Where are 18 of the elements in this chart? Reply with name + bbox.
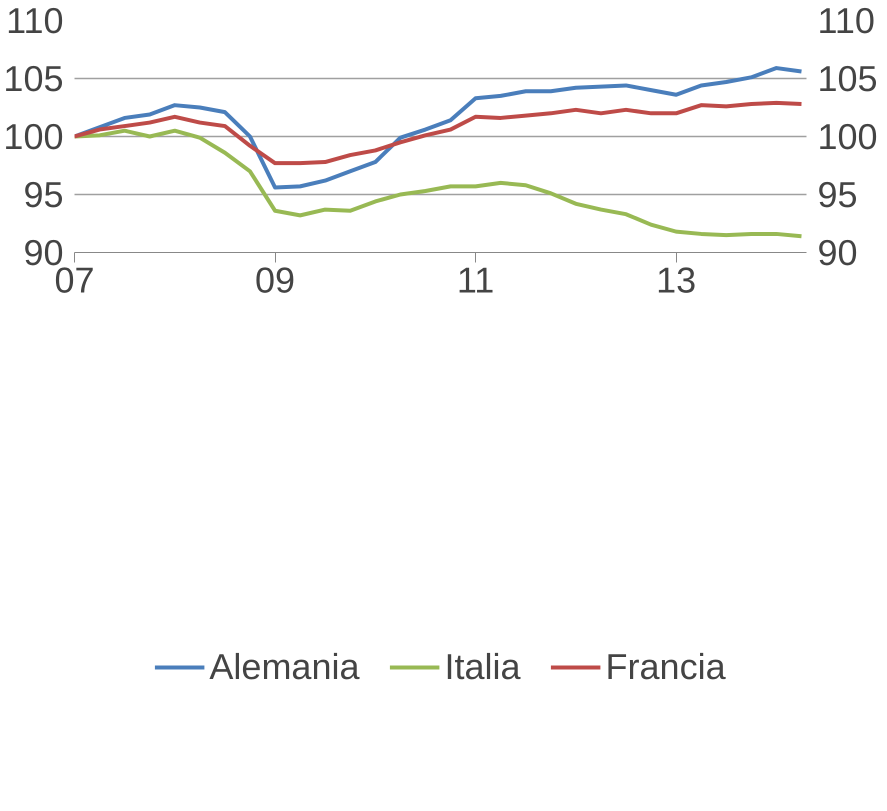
x-tick-label: 11	[456, 260, 494, 300]
line-series	[74, 128, 804, 238]
y2-tick-label: 100	[818, 116, 878, 157]
legend-label: Francia	[606, 646, 726, 688]
y2-tick-label: 105	[818, 58, 878, 99]
y-tick-label: 110	[6, 0, 64, 41]
y2-tick-label: 95	[818, 174, 858, 215]
line-series	[74, 100, 804, 166]
y-tick-label: 100	[3, 116, 64, 157]
y-tick-label: 105	[3, 58, 64, 99]
line-series	[74, 66, 804, 190]
y2-tick-label: 110	[818, 0, 875, 41]
y2-tick-label: 90	[818, 232, 858, 273]
legend-label: Italia	[444, 646, 521, 688]
x-tick-label: 09	[255, 260, 296, 300]
legend-label: Alemania	[209, 646, 360, 688]
y-tick-label: 95	[23, 174, 64, 215]
x-tick-label: 13	[656, 260, 696, 300]
